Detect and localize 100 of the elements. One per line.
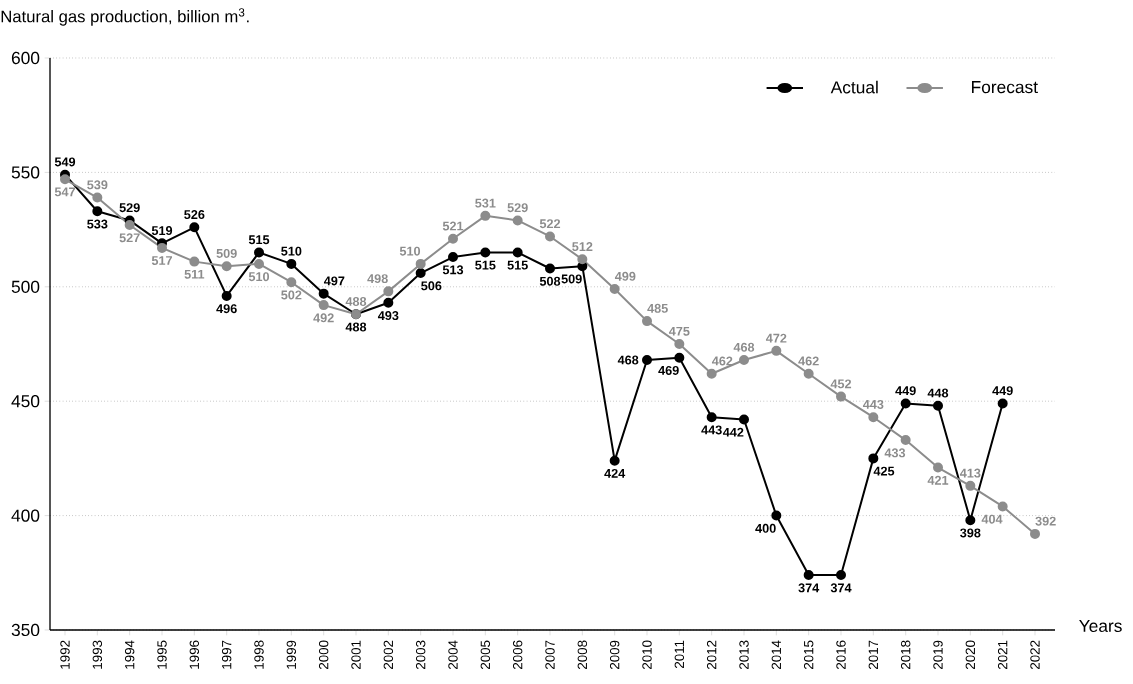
x-tick-label: 2020 [965,640,976,670]
y-tick-label: 350 [11,623,40,637]
x-tick-label: 1994 [124,640,135,669]
y-tick-label: 600 [11,51,40,65]
data-label: 509 [216,248,237,258]
data-label: 449 [992,386,1013,396]
x-tick-label: 1992 [60,640,70,669]
data-label: 497 [323,276,345,286]
data-label: 433 [884,448,906,458]
x-tick-label: 2009 [609,640,620,670]
data-label: 488 [345,297,367,306]
x-tick-label: 2010 [642,640,652,670]
legend-label: Actual [830,80,878,94]
x-tick-label: 2008 [577,640,588,670]
data-label: 374 [830,583,852,593]
data-label: 526 [184,210,205,220]
data-label: 529 [507,203,528,213]
x-tick-label: 2006 [512,640,523,670]
data-label: 404 [981,514,1003,524]
data-label: 488 [345,322,367,332]
data-label: 531 [475,198,496,208]
data-label: 502 [281,290,302,300]
x-tick-label: 2000 [318,640,329,670]
data-label: 527 [119,233,140,243]
data-label: 513 [442,265,464,275]
data-label: 499 [614,271,636,281]
data-label: 498 [367,274,388,284]
x-tick-label: 1998 [254,640,264,669]
data-label: 509 [561,274,582,284]
data-label: 485 [647,303,668,313]
data-label: 462 [798,356,819,366]
x-tick-label: 2018 [900,640,911,670]
data-label: 392 [1035,516,1056,526]
x-tick-label: 2014 [771,640,782,670]
data-label: 539 [87,180,108,190]
x-tick-label: 2003 [415,640,426,670]
x-tick-label: 1995 [157,640,167,669]
data-label: 425 [873,466,895,476]
data-label: 472 [765,333,787,343]
x-tick-label: 1997 [221,640,232,669]
x-tick-label: 2005 [480,640,491,670]
data-label: 468 [617,355,639,365]
x-tick-label: 2015 [803,640,814,670]
y-tick-label: 400 [11,509,40,522]
data-label: 452 [830,379,852,389]
data-label: 448 [927,388,949,398]
data-label: 515 [507,260,528,270]
data-label: 400 [755,523,776,533]
data-label: 508 [539,276,561,286]
data-label: 449 [895,386,916,396]
data-label: 510 [399,246,421,256]
data-label: 510 [281,246,302,256]
x-tick-label: 2022 [1030,640,1040,670]
y-tick-label: 450 [11,395,40,408]
x-tick-label: 2017 [868,640,879,670]
data-label: 492 [313,313,334,323]
data-label: 421 [927,475,949,485]
data-label: 443 [862,399,884,409]
data-label: 443 [701,425,722,435]
chart-title: Natural gas production, billion m$^{3}$. [1,8,249,26]
data-label: 398 [960,528,981,538]
data-label: 533 [87,219,108,229]
data-label: 517 [151,256,173,265]
x-tick-label: 2016 [836,640,846,670]
x-tick-label: 2001 [351,640,361,670]
x-tick-label: 1996 [189,640,200,669]
data-label: 496 [216,304,237,314]
data-label: 469 [658,365,679,375]
x-tick-label: 1993 [92,640,103,669]
x-tick-label: 2004 [448,640,458,670]
y-tick-label: 550 [11,166,40,179]
x-tick-label: 2021 [997,640,1008,670]
data-label: 475 [668,326,690,336]
data-label: 519 [151,226,173,236]
data-label: 506 [421,281,442,291]
data-label: 522 [539,219,561,229]
data-label: 493 [377,311,399,321]
data-label: 549 [54,157,76,167]
x-tick-label: 2012 [706,640,717,670]
x-tick-label: 2019 [933,640,943,670]
data-label: 510 [248,272,270,282]
x-tick-label: 2002 [383,640,394,670]
data-label: 424 [604,468,626,478]
data-label: 547 [54,187,76,197]
data-label: 511 [184,269,205,279]
x-tick-label: 1999 [286,640,297,669]
data-label: 374 [798,583,820,593]
x-tick-label: 2011 [674,640,685,669]
data-label: 462 [711,356,733,366]
x-axis-title: Years [1079,619,1122,633]
data-label: 442 [722,427,744,437]
y-tick-label: 500 [11,280,40,293]
x-tick-label: 2013 [739,640,749,670]
x-tick-label: 2007 [545,640,555,670]
data-label: 468 [733,342,755,352]
data-label: 515 [475,260,496,270]
legend-label: Forecast [972,81,1038,94]
data-label: 413 [959,468,981,478]
data-label: 529 [119,203,140,213]
data-label: 512 [572,242,593,252]
